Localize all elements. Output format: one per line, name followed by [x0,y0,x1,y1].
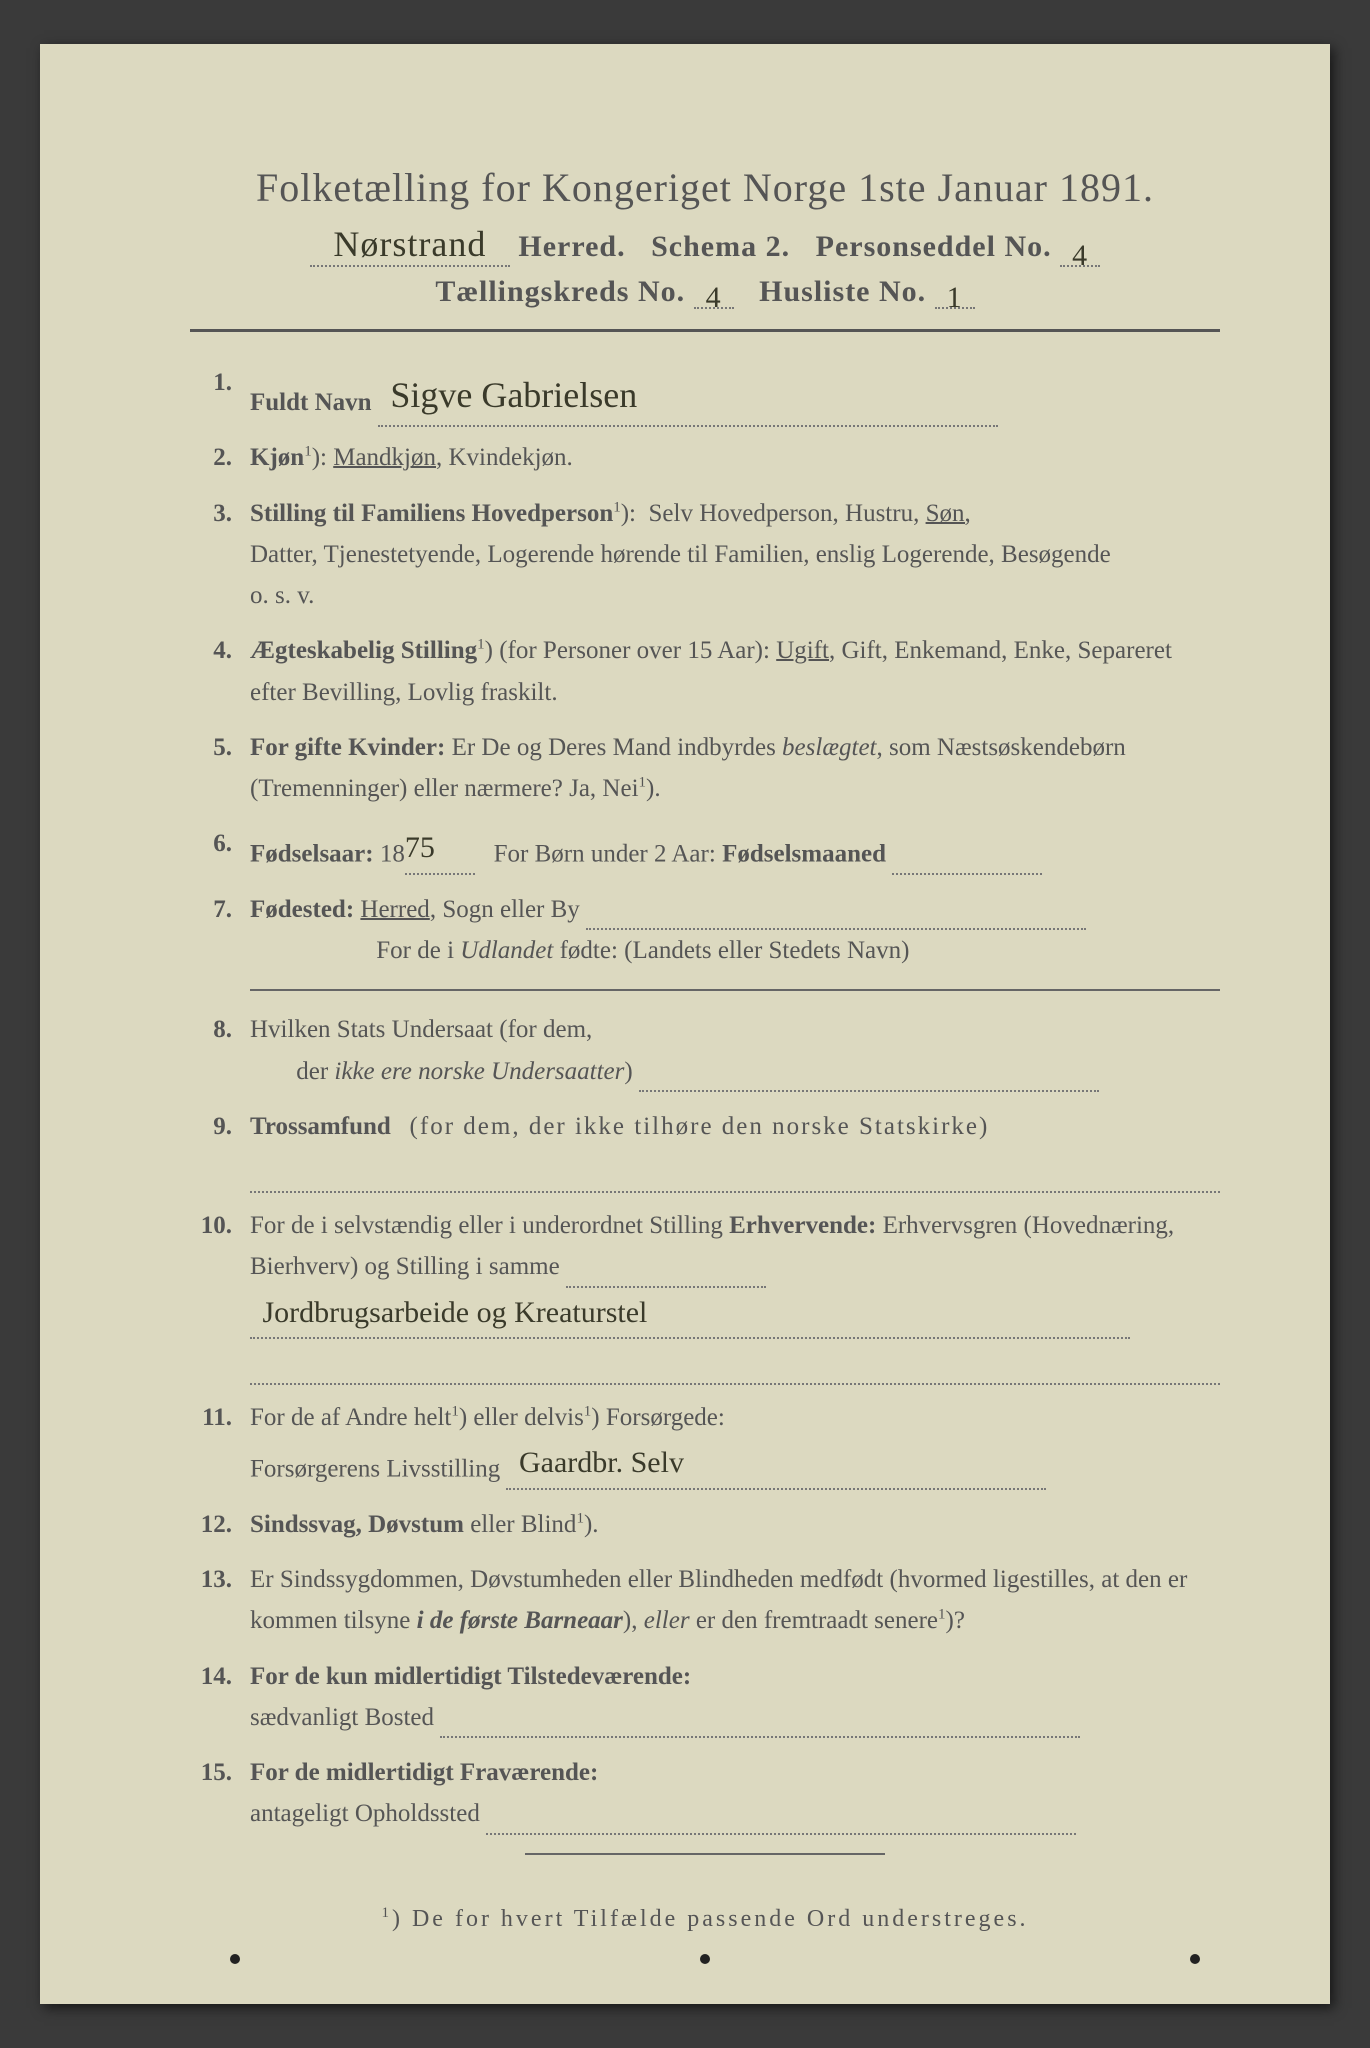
q7-num: 7. [190,889,250,930]
punch-hole [700,1954,710,1964]
q14: 14. For de kun midlertidigt Tilstedevære… [190,1656,1220,1739]
q3-num: 3. [190,493,250,534]
q8: 8. Hvilken Stats Undersaat (for dem, der… [190,1009,1220,1092]
q9: 9. Trossamfund (for dem, der ikke tilhør… [190,1106,1220,1147]
herred-label: Herred. [518,230,625,263]
herred-handwritten: Nørstrand [333,223,486,265]
husliste-label: Husliste No. [759,275,926,308]
occupation-hw: Jordbrugsarbeide og Kreaturstel [263,1288,648,1338]
census-form-page: Folketælling for Kongeriget Norge 1ste J… [40,44,1330,2004]
q11: 11. For de af Andre helt1) eller delvis1… [190,1397,1220,1490]
q2: 2. Kjøn1): Mandkjøn, Kvindekjøn. [190,437,1220,478]
form-title: Folketælling for Kongeriget Norge 1ste J… [190,164,1220,211]
provider-hw: Gaardbr. Selv [519,1438,684,1488]
q5-num: 5. [190,727,250,768]
kreds-no: 4 [706,281,722,315]
punch-hole [230,1954,240,1964]
kreds-label: Tællingskreds No. [435,275,685,308]
q9-num: 9. [190,1106,250,1147]
q4-num: 4. [190,630,250,671]
birthyear-hw: 75 [405,823,435,873]
punch-hole [1190,1954,1200,1964]
q8-num: 8. [190,1009,250,1050]
q5: 5. For gifte Kvinder: Er De og Deres Man… [190,727,1220,810]
q6: 6. Fødselsaar: 1875 For Børn under 2 Aar… [190,823,1220,875]
q12: 12. Sindssvag, Døvstum eller Blind1). [190,1504,1220,1545]
q9-fill [250,1161,1220,1193]
divider-1 [250,989,1220,991]
q13: 13. Er Sindssygdommen, Døvstumheden elle… [190,1559,1220,1642]
q10-num: 10. [190,1205,250,1246]
q10-fill [250,1353,1220,1385]
q15-num: 15. [190,1752,250,1793]
q1: 1. Fuldt Navn Sigve Gabrielsen [190,362,1220,423]
q12-num: 12. [190,1504,250,1545]
q6-num: 6. [190,823,250,864]
q10: 10. For de i selvstændig eller i underor… [190,1205,1220,1339]
q14-num: 14. [190,1656,250,1697]
schema-label: Schema 2. [651,230,790,263]
q15: 15. For de midlertidigt Fraværende: anta… [190,1752,1220,1835]
divider-main [190,329,1220,332]
personseddel-label: Personseddel No. [816,230,1052,263]
header-line-3: Tællingskreds No. 4 Husliste No. 1 [190,275,1220,309]
footnote: 1) De for hvert Tilfælde passende Ord un… [190,1905,1220,1933]
personseddel-no: 4 [1072,239,1088,273]
divider-footer [525,1853,885,1855]
fullname-handwritten: Sigve Gabrielsen [390,366,637,425]
q13-num: 13. [190,1559,250,1600]
q1-label: Fuldt Navn [250,389,372,416]
header-line-2: Nørstrand Herred. Schema 2. Personseddel… [190,223,1220,267]
q4: 4. Ægteskabelig Stilling1) (for Personer… [190,630,1220,713]
q7: 7. Fødested: Herred, Sogn eller By For d… [190,889,1220,972]
q1-num: 1. [190,362,250,403]
q2-num: 2. [190,437,250,478]
header-block: Folketælling for Kongeriget Norge 1ste J… [190,164,1220,309]
husliste-no: 1 [947,281,963,315]
q11-num: 11. [190,1397,250,1438]
q3: 3. Stilling til Familiens Hovedperson1):… [190,493,1220,617]
